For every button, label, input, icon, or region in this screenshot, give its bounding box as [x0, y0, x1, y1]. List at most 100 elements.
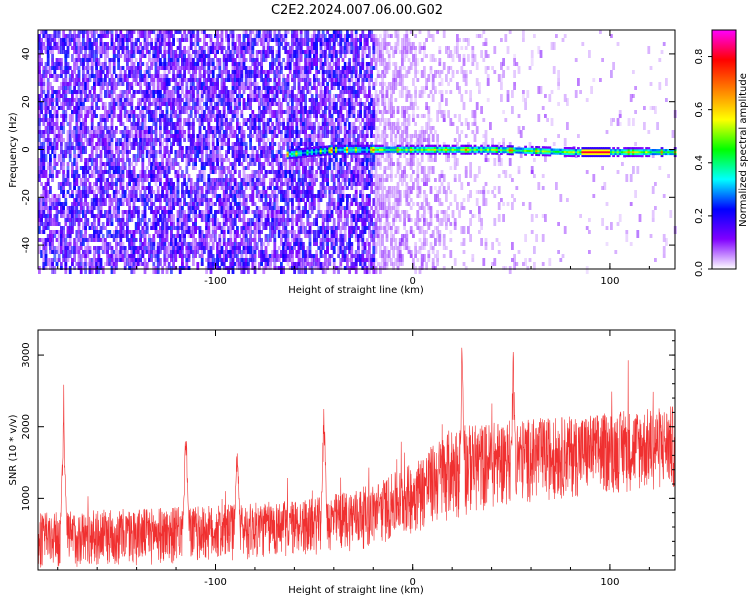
heatmap-cell: [88, 66, 92, 70]
heatmap-cell: [251, 58, 255, 62]
heatmap-cell: [189, 206, 193, 214]
heatmap-cell: [214, 146, 217, 150]
heatmap-cell: [299, 126, 303, 130]
heatmap-cell: [108, 130, 112, 134]
heatmap-cell: [211, 86, 215, 94]
heatmap-cell: [178, 130, 182, 134]
heatmap-cell: [291, 106, 294, 110]
heatmap-cell: [302, 78, 305, 82]
heatmap-cell: [156, 266, 160, 274]
heatmap-cell: [308, 206, 312, 210]
heatmap-cell: [82, 46, 85, 50]
heatmap-cell: [240, 162, 244, 166]
heatmap-cell: [306, 38, 310, 42]
heatmap-cell: [200, 230, 204, 238]
heatmap-cell: [299, 110, 303, 114]
heatmap-cell: [77, 102, 81, 106]
heatmap-cell: [84, 182, 87, 186]
heatmap-cell: [66, 98, 70, 102]
heatmap-cell: [77, 190, 81, 198]
heatmap-cell: [220, 50, 224, 54]
heatmap-cell: [172, 214, 175, 222]
heatmap-cell: [143, 94, 147, 98]
heatmap-cell: [75, 218, 79, 222]
heatmap-cell: [126, 158, 129, 162]
heatmap-cell: [247, 78, 250, 82]
heatmap-cell: [260, 90, 263, 98]
heatmap-carrier-cell: [315, 148, 318, 151]
heatmap-cell: [291, 218, 294, 226]
heatmap-cell: [128, 82, 131, 86]
heatmap-cell: [198, 246, 202, 250]
heatmap-cell: [297, 214, 301, 222]
heatmap-cell: [73, 210, 76, 218]
heatmap-cell: [297, 86, 301, 90]
heatmap-cell: [222, 94, 226, 102]
heatmap-cell: [196, 90, 200, 94]
heatmap-cell: [284, 86, 288, 90]
heatmap-cell: [207, 146, 211, 150]
heatmap-cell: [200, 98, 204, 102]
heatmap-cell: [178, 254, 182, 258]
heatmap-cell: [310, 86, 314, 90]
heatmap-cell: [255, 86, 259, 90]
heatmap-cell: [165, 122, 169, 126]
heatmap-cell: [174, 78, 178, 82]
heatmap-cell: [93, 262, 96, 266]
heatmap-cell: [324, 62, 327, 66]
heatmap-cell: [170, 146, 173, 154]
heatmap-cell: [304, 170, 307, 174]
heatmap-cell: [207, 178, 211, 182]
heatmap-cell: [233, 98, 237, 102]
heatmap-cell: [277, 174, 281, 182]
heatmap-cell: [55, 102, 59, 106]
heatmap-cell: [200, 82, 204, 90]
heatmap-cell: [244, 34, 248, 38]
heatmap-cell: [141, 98, 145, 102]
heatmap-cell: [295, 38, 299, 42]
heatmap-carrier-cell: [317, 150, 321, 153]
heatmap-cell: [299, 78, 303, 82]
heatmap-cell: [262, 166, 266, 170]
heatmap-cell: [51, 234, 54, 238]
heatmap-cell: [253, 186, 257, 190]
heatmap-cell: [183, 118, 186, 126]
heatmap-cell: [84, 266, 87, 274]
heatmap-cell: [216, 146, 219, 150]
heatmap-cell: [66, 234, 70, 238]
heatmap-cell: [176, 30, 180, 34]
heatmap-cell: [165, 130, 169, 134]
heatmap-cell: [119, 46, 123, 50]
heatmap-cell: [141, 130, 145, 138]
heatmap-cell: [291, 146, 294, 150]
heatmap-cell: [227, 194, 230, 198]
heatmap-cell: [308, 82, 312, 86]
heatmap-cell: [299, 138, 303, 146]
heatmap-cell: [55, 238, 59, 242]
heatmap-cell: [86, 78, 90, 82]
heatmap-cell: [51, 262, 54, 266]
heatmap-cell: [176, 174, 180, 178]
heatmap-cell: [57, 154, 61, 162]
heatmap-cell: [280, 34, 283, 38]
heatmap-cell: [302, 266, 305, 274]
heatmap-cell: [205, 194, 208, 198]
heatmap-cell: [321, 254, 325, 258]
heatmap-cell: [295, 254, 299, 258]
heatmap-carrier-cell: [286, 156, 290, 160]
heatmap-cell: [288, 230, 292, 234]
heatmap-cell: [51, 46, 54, 50]
heatmap-cell: [130, 126, 134, 130]
heatmap-cell: [108, 150, 112, 154]
heatmap-cell: [236, 86, 239, 90]
heatmap-cell: [117, 206, 120, 214]
heatmap-cell: [93, 158, 96, 162]
heatmap-cell: [106, 186, 109, 190]
heatmap-carrier-cell: [321, 145, 325, 149]
heatmap-cell: [84, 198, 87, 206]
heatmap-cell: [79, 154, 83, 162]
heatmap-cell: [88, 258, 92, 262]
heatmap-cell: [134, 38, 138, 42]
heatmap-cell: [185, 182, 189, 186]
heatmap-cell: [253, 254, 257, 258]
